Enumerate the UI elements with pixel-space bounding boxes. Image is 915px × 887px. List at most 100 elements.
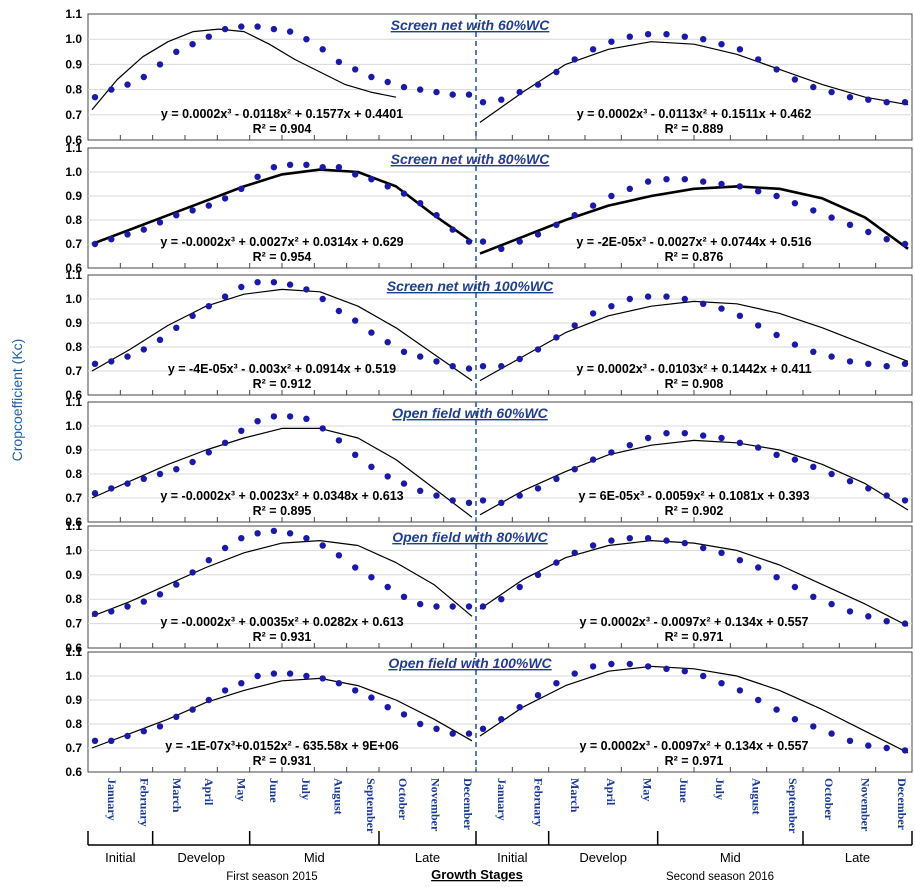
data-point [417,720,424,728]
month-label: February [138,778,152,827]
month-label: April [604,778,618,806]
data-point [156,470,164,478]
season-label-second: Second season 2016 [666,871,774,883]
r-squared-second-season: R² = 0.971 [665,630,724,644]
y-tick-label: 0.8 [65,83,82,97]
data-point [736,557,744,564]
r-squared-second-season: R² = 0.889 [665,122,724,136]
data-point [700,178,707,185]
panel-3: 0.6 0.7 0.8 0.9 1.0 1.1 Screen net with 100%WC… [65,268,913,402]
data-point [883,236,890,243]
data-point [791,76,799,83]
data-point [352,66,359,73]
panel-title: Screen net with 80%WC [391,151,551,167]
data-point [205,696,212,704]
month-label: January [495,778,509,821]
trendline-first-season [91,677,473,749]
data-point [773,574,780,581]
data-point [516,583,523,591]
data-point [286,28,294,35]
data-point [335,164,343,171]
data-point [433,358,440,365]
data-point [238,283,245,291]
data-point [681,33,688,40]
data-point [449,91,456,98]
data-point [124,81,131,88]
data-point [400,190,408,197]
trend-equation-second-season: y = -2E-05x³ - 0.0027x² + 0.0744x + 0.51… [576,235,811,249]
data-point [352,451,359,458]
panel-4: 0.6 0.7 0.8 0.9 1.0 1.1 Open field with 60%WC y… [65,395,913,529]
data-point [335,552,343,559]
trendline-second-season [479,185,909,255]
data-point [791,716,799,723]
data-point [810,207,817,214]
data-point [368,463,375,470]
panel-2: 0.6 0.7 0.8 0.9 1.0 1.1 Screen net with 80%WC y… [65,141,913,275]
data-point [189,207,196,214]
data-point [270,413,278,420]
y-tick-label: 0.7 [65,237,82,251]
data-point [173,713,180,720]
month-label: June [677,778,691,803]
trend-equation-second-season: y = 0.0002x³ - 0.0097x² + 0.134x + 0.557 [579,615,808,629]
month-label: February [532,778,546,827]
trend-equation-second-season: y = 0.0002x³ - 0.0097x² + 0.134x + 0.557 [579,739,808,753]
data-point [221,439,229,446]
data-point [736,312,744,319]
data-point [534,485,542,492]
data-point [626,295,633,303]
data-point [901,240,909,248]
data-point [810,463,817,470]
data-point [718,305,725,312]
season-label-first: First season 2015 [226,871,317,883]
data-point [221,25,229,33]
data-point [303,286,310,293]
data-point [589,46,597,53]
data-point [156,723,164,730]
r-squared-first-season: R² = 0.895 [253,504,312,518]
data-point [108,236,115,243]
data-point [828,88,835,96]
data-point [221,687,229,694]
month-label: March [170,778,184,813]
data-point [828,470,835,478]
data-point [608,38,615,45]
data-point [238,535,245,542]
data-point [270,25,278,33]
data-point [319,295,326,303]
data-point [91,737,99,744]
month-label: December [895,778,909,831]
data-point [644,535,652,542]
data-point [901,497,909,504]
data-point [901,99,909,106]
data-point [681,176,688,183]
panel-title: Open field with 80%WC [392,529,548,545]
data-point [755,56,762,63]
data-point [352,171,359,178]
y-tick-label: 0.7 [65,491,82,505]
data-point [534,571,542,578]
data-point [571,466,578,473]
panel-title: Screen net with 100%WC [387,278,554,294]
y-tick-label: 1.1 [65,519,82,533]
y-tick-label: 0.7 [65,617,82,631]
data-point [700,544,707,552]
data-point [303,36,310,43]
data-point [534,692,542,699]
month-label: January [105,778,119,821]
data-point [156,336,164,343]
trend-equation-second-season: y = 0.0002x³ - 0.0113x² + 0.1511x + 0.46… [577,107,812,121]
data-point [681,295,688,303]
data-point [124,603,131,610]
data-point [286,413,294,420]
data-point [883,618,890,625]
data-point [589,456,597,463]
data-point [417,86,424,93]
data-point [810,723,817,730]
data-point [571,322,578,329]
trend-equation-first-season: y = -1E-07x³+0.0152x² - 635.58x + 9E+06 [165,739,399,753]
data-point [352,564,359,571]
data-point [124,231,131,238]
data-point [417,200,424,207]
